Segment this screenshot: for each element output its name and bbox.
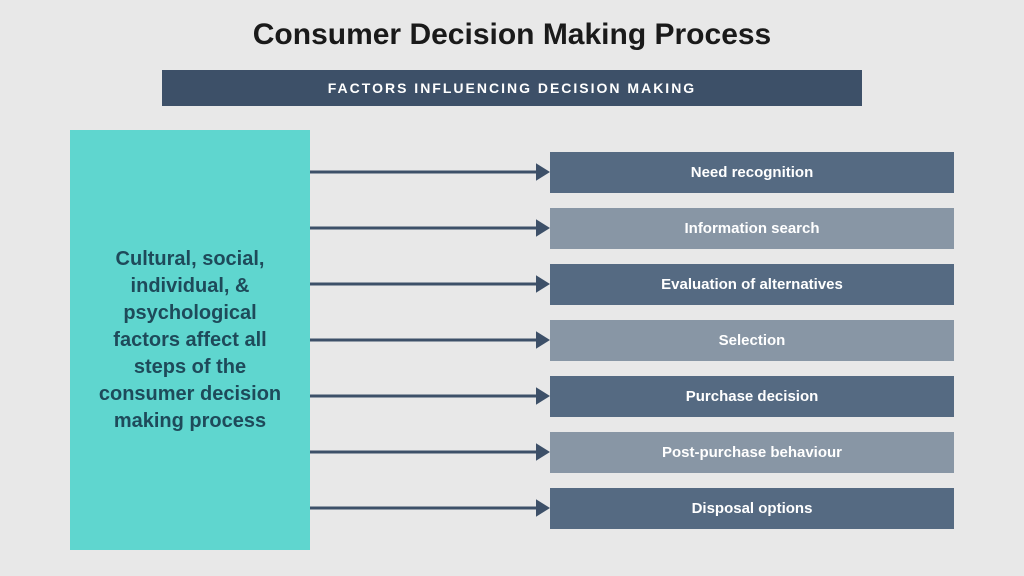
- step-box: Post-purchase behaviour: [550, 432, 954, 473]
- step-box: Purchase decision: [550, 376, 954, 417]
- arrows-column: [310, 130, 550, 550]
- arrow-icon: [310, 328, 550, 352]
- step-box: Need recognition: [550, 152, 954, 193]
- step-box: Information search: [550, 208, 954, 249]
- arrow-icon: [310, 496, 550, 520]
- arrow-icon: [310, 272, 550, 296]
- arrow-icon: [310, 440, 550, 464]
- arrow-icon: [310, 160, 550, 184]
- step-box: Disposal options: [550, 488, 954, 529]
- page-title: Consumer Decision Making Process: [60, 18, 964, 52]
- step-box: Evaluation of alternatives: [550, 264, 954, 305]
- step-box: Selection: [550, 320, 954, 361]
- arrow-icon: [310, 384, 550, 408]
- factors-text: Cultural, social, individual, & psycholo…: [90, 246, 290, 435]
- banner: FACTORS INFLUENCING DECISION MAKING: [162, 70, 862, 106]
- factors-box: Cultural, social, individual, & psycholo…: [70, 130, 310, 550]
- steps-column: Need recognition Information search Evalua…: [550, 130, 954, 550]
- diagram-content: Cultural, social, individual, & psycholo…: [60, 130, 964, 550]
- arrow-icon: [310, 216, 550, 240]
